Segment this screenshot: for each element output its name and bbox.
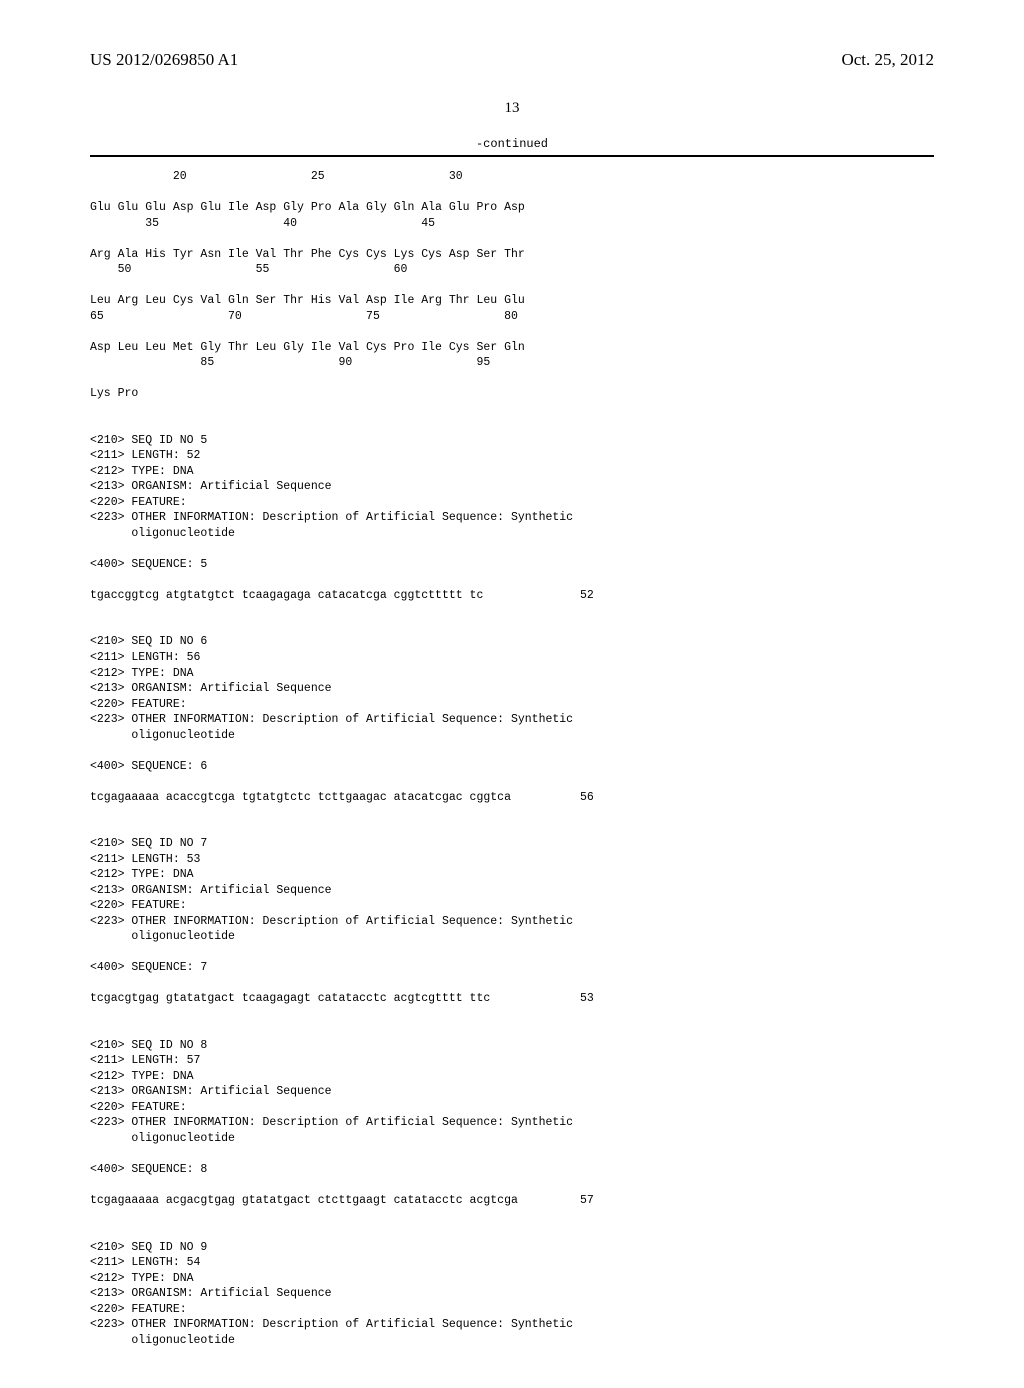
horizontal-rule — [90, 155, 934, 157]
patent-page: US 2012/0269850 A1 Oct. 25, 2012 13 -con… — [0, 0, 1024, 1388]
continued-label: -continued — [90, 137, 934, 151]
publication-number: US 2012/0269850 A1 — [90, 50, 238, 70]
sequence-listing: 20 25 30 Glu Glu Glu Asp Glu Ile Asp Gly… — [90, 169, 934, 1348]
publication-date: Oct. 25, 2012 — [841, 50, 934, 70]
page-header: US 2012/0269850 A1 Oct. 25, 2012 — [90, 50, 934, 70]
page-number: 13 — [90, 100, 934, 117]
